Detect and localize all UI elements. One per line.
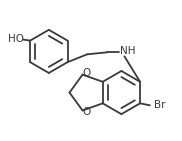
Text: O: O <box>82 68 91 78</box>
Text: HO: HO <box>8 34 24 44</box>
Text: Br: Br <box>154 100 165 110</box>
Text: NH: NH <box>120 46 136 56</box>
Text: O: O <box>82 107 91 117</box>
